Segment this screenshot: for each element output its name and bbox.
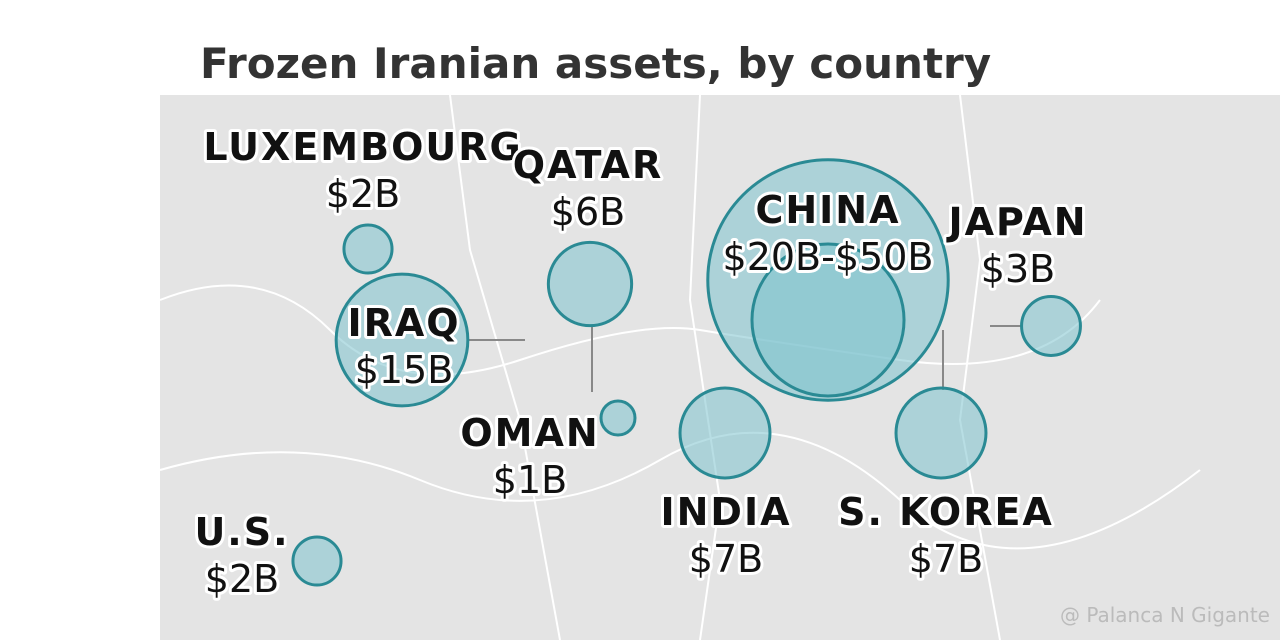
country-value: $3B	[981, 247, 1055, 291]
leader-lines	[468, 325, 1022, 392]
bubble	[599, 399, 637, 437]
country-value: $7B	[689, 537, 763, 581]
country-name: IRAQ	[347, 301, 460, 345]
country-name: CHINA	[755, 188, 900, 232]
country-value: $7B	[909, 537, 983, 581]
country-value: $20B-$50B	[723, 235, 934, 279]
bubble	[894, 386, 988, 480]
country-name: INDIA	[660, 490, 791, 534]
country-name: JAPAN	[945, 200, 1087, 244]
country-value: $1B	[493, 458, 567, 502]
bubble	[291, 535, 343, 587]
country-name: QATAR	[513, 143, 663, 187]
bubble	[678, 386, 772, 480]
country-name: S. KOREA	[838, 490, 1054, 534]
country-value: $6B	[551, 190, 625, 234]
country-name: LUXEMBOURG	[203, 125, 522, 169]
country-name: U.S.	[194, 510, 289, 554]
bubble	[750, 242, 906, 398]
bubble	[1020, 295, 1082, 357]
bubble	[546, 240, 634, 328]
labels: LUXEMBOURG$2BQATAR$6BIRAQ$15BOMAN$1BCHIN…	[191, 122, 1088, 604]
country-value: $15B	[355, 348, 454, 392]
country-name: OMAN	[460, 411, 599, 455]
country-value: $2B	[326, 172, 400, 216]
watermark: @ Palanca N Gigante	[1060, 603, 1270, 627]
title: Frozen Iranian assets, by country	[200, 39, 991, 88]
country-value: $2B	[205, 557, 279, 601]
bubble	[342, 223, 394, 275]
bubbles	[291, 158, 1082, 587]
bubble	[334, 272, 470, 408]
